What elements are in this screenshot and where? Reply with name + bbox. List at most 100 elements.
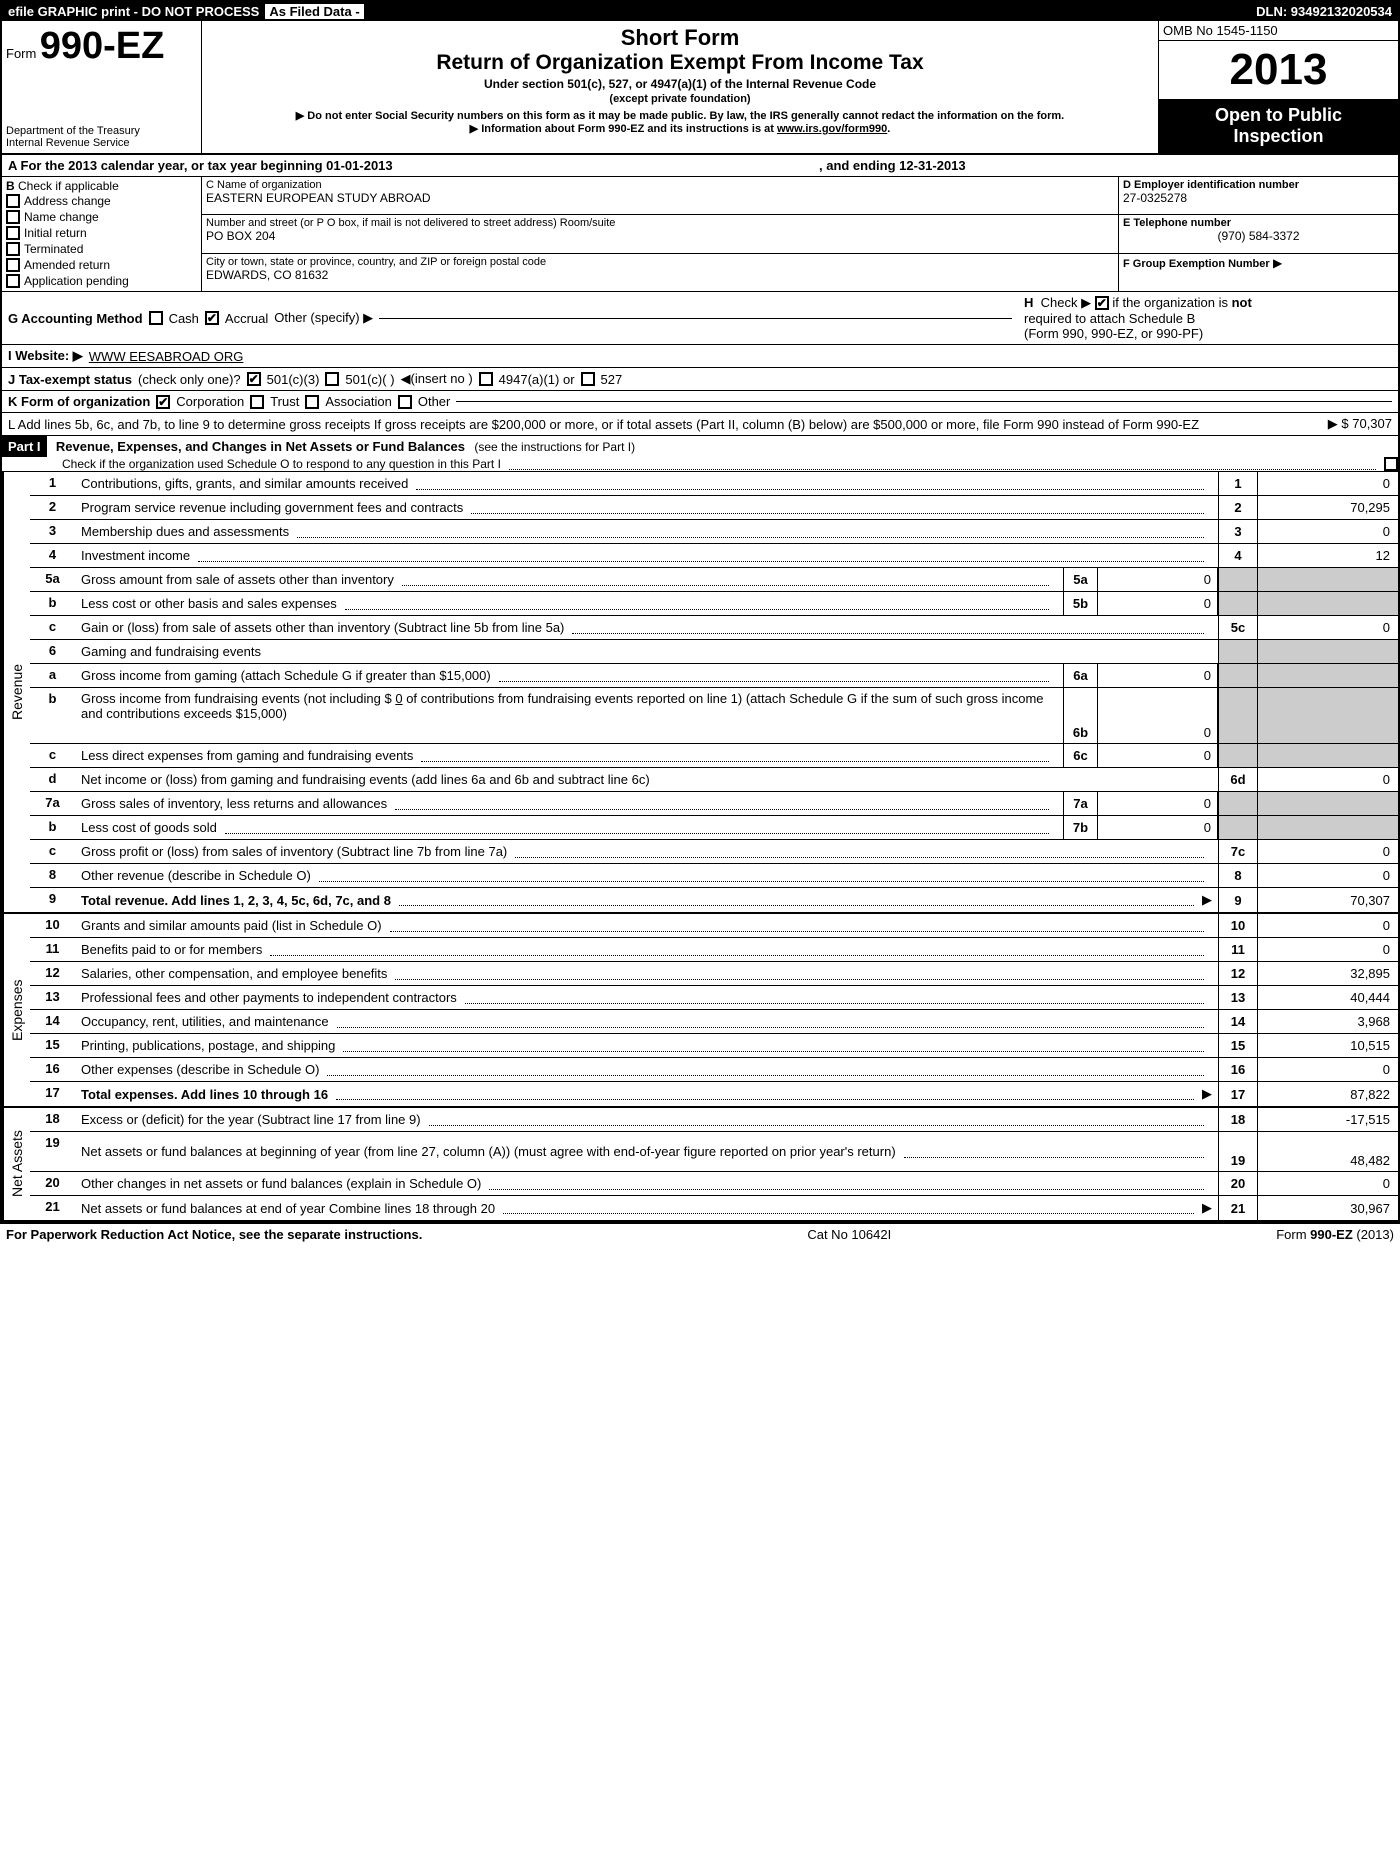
line-2-val: 70,295 <box>1258 496 1398 519</box>
net-assets-section: Net Assets 18Excess or (deficit) for the… <box>2 1108 1398 1222</box>
line-7b-val: 0 <box>1098 816 1218 839</box>
line-9-val: 70,307 <box>1258 888 1398 912</box>
open-public: Open to Public Inspection <box>1159 99 1398 153</box>
footer-left: For Paperwork Reduction Act Notice, see … <box>6 1227 422 1242</box>
line-5a-val: 0 <box>1098 568 1218 591</box>
line-18-val: -17,515 <box>1258 1108 1398 1131</box>
line-i: I Website: ▶ WWW EESABROAD ORG <box>2 345 1398 368</box>
form-container: efile GRAPHIC print - DO NOT PROCESS As … <box>0 0 1400 1224</box>
cb-527[interactable] <box>581 372 595 386</box>
line-3-val: 0 <box>1258 520 1398 543</box>
group-arrow: ▶ <box>1273 256 1282 270</box>
line-4-val: 12 <box>1258 544 1398 567</box>
org-name: EASTERN EUROPEAN STUDY ABROAD <box>206 191 1114 205</box>
cb-name-change[interactable] <box>6 210 20 224</box>
line-20-val: 0 <box>1258 1172 1398 1195</box>
subtitle-except: (except private foundation) <box>210 93 1150 105</box>
form-prefix: Form <box>6 46 36 61</box>
line-7c-val: 0 <box>1258 840 1398 863</box>
cb-app-pending[interactable] <box>6 274 20 288</box>
city: EDWARDS, CO 81632 <box>206 268 1114 282</box>
cb-corp[interactable]: ✔ <box>156 395 170 409</box>
footer-cat: Cat No 10642I <box>807 1227 891 1242</box>
part-1-header: Part I Revenue, Expenses, and Changes in… <box>2 436 1398 472</box>
line-15-val: 10,515 <box>1258 1034 1398 1057</box>
form-number: 990-EZ <box>40 25 165 67</box>
efile-label: efile GRAPHIC print - DO NOT PROCESS <box>8 4 259 19</box>
cb-accrual[interactable]: ✔ <box>205 311 219 325</box>
topbar: efile GRAPHIC print - DO NOT PROCESS As … <box>2 2 1398 21</box>
ein-label: D Employer identification number <box>1123 179 1394 191</box>
telephone: (970) 584-3372 <box>1123 229 1394 243</box>
line-19-val: 48,482 <box>1258 1132 1398 1171</box>
cb-501c3[interactable]: ✔ <box>247 372 261 386</box>
line-8-val: 0 <box>1258 864 1398 887</box>
info-prefix: ▶ Information about Form 990-EZ and its … <box>470 123 777 135</box>
cb-4947[interactable] <box>479 372 493 386</box>
col-c-org: C Name of organization EASTERN EUROPEAN … <box>202 177 1118 291</box>
ein: 27-0325278 <box>1123 191 1394 205</box>
cb-initial-return[interactable] <box>6 226 20 240</box>
dln: DLN: 93492132020534 <box>1256 4 1392 19</box>
footer-form: Form 990-EZ (2013) <box>1276 1227 1394 1242</box>
street: PO BOX 204 <box>206 229 1114 243</box>
omb-number: OMB No 1545-1150 <box>1159 21 1398 41</box>
net-assets-label: Net Assets <box>2 1108 30 1220</box>
cb-terminated[interactable] <box>6 242 20 256</box>
line-gh: G Accounting Method Cash ✔Accrual Other … <box>2 292 1398 345</box>
line-5b-val: 0 <box>1098 592 1218 615</box>
cb-amended[interactable] <box>6 258 20 272</box>
warning-ssn: ▶ Do not enter Social Security numbers o… <box>210 109 1150 122</box>
tax-year: 2013 <box>1159 41 1398 99</box>
line-5c-val: 0 <box>1258 616 1398 639</box>
line-12-val: 32,895 <box>1258 962 1398 985</box>
line-6c-val: 0 <box>1098 744 1218 767</box>
line-1-val: 0 <box>1258 472 1398 495</box>
subtitle-section: Under section 501(c), 527, or 4947(a)(1)… <box>210 77 1150 91</box>
cb-other-org[interactable] <box>398 395 412 409</box>
cb-trust[interactable] <box>250 395 264 409</box>
line-l: L Add lines 5b, 6c, and 7b, to line 9 to… <box>2 413 1398 436</box>
tel-label: E Telephone number <box>1123 217 1394 229</box>
line-j: J Tax-exempt status(check only one)? ✔50… <box>2 368 1398 391</box>
line-13-val: 40,444 <box>1258 986 1398 1009</box>
col-d-contact: D Employer identification number 27-0325… <box>1118 177 1398 291</box>
revenue-section: Revenue 1Contributions, gifts, grants, a… <box>2 472 1398 914</box>
street-label: Number and street (or P O box, if mail i… <box>206 217 1114 229</box>
org-name-label: C Name of organization <box>206 179 1114 191</box>
part-1-label: Part I <box>2 436 47 457</box>
dept-treasury: Department of the Treasury <box>6 125 197 137</box>
cb-schedule-b[interactable]: ✔ <box>1095 296 1109 310</box>
cb-schedule-o[interactable] <box>1384 457 1398 471</box>
website-link[interactable]: WWW EESABROAD ORG <box>89 349 244 364</box>
dept-irs: Internal Revenue Service <box>6 137 197 149</box>
line-16-val: 0 <box>1258 1058 1398 1081</box>
return-title: Return of Organization Exempt From Incom… <box>210 51 1150 75</box>
footer: For Paperwork Reduction Act Notice, see … <box>0 1224 1400 1245</box>
irs-link[interactable]: www.irs.gov/form990 <box>777 123 887 135</box>
asfiled-box: As Filed Data - <box>265 4 363 19</box>
line-6d-val: 0 <box>1258 768 1398 791</box>
line-7a-val: 0 <box>1098 792 1218 815</box>
short-form-title: Short Form <box>210 25 1150 51</box>
cb-cash[interactable] <box>149 311 163 325</box>
line-6a-val: 0 <box>1098 664 1218 687</box>
revenue-label: Revenue <box>2 472 30 912</box>
line-17-val: 87,822 <box>1258 1082 1398 1106</box>
org-info-row: B Check if applicable Address change Nam… <box>2 177 1398 292</box>
line-21-val: 30,967 <box>1258 1196 1398 1220</box>
cb-address-change[interactable] <box>6 194 20 208</box>
cb-assoc[interactable] <box>305 395 319 409</box>
city-label: City or town, state or province, country… <box>206 256 1114 268</box>
line-11-val: 0 <box>1258 938 1398 961</box>
line-10-val: 0 <box>1258 914 1398 937</box>
line-k: K Form of organization ✔Corporation Trus… <box>2 391 1398 413</box>
header: Form 990-EZ Department of the Treasury I… <box>2 21 1398 155</box>
col-b-checkboxes: B Check if applicable Address change Nam… <box>2 177 202 291</box>
expenses-label: Expenses <box>2 914 30 1106</box>
expenses-section: Expenses 10Grants and similar amounts pa… <box>2 914 1398 1108</box>
line-14-val: 3,968 <box>1258 1010 1398 1033</box>
cb-501c[interactable] <box>325 372 339 386</box>
gross-receipts: ▶ $ 70,307 <box>1328 416 1392 432</box>
line-6b-val: 0 <box>1098 688 1218 743</box>
